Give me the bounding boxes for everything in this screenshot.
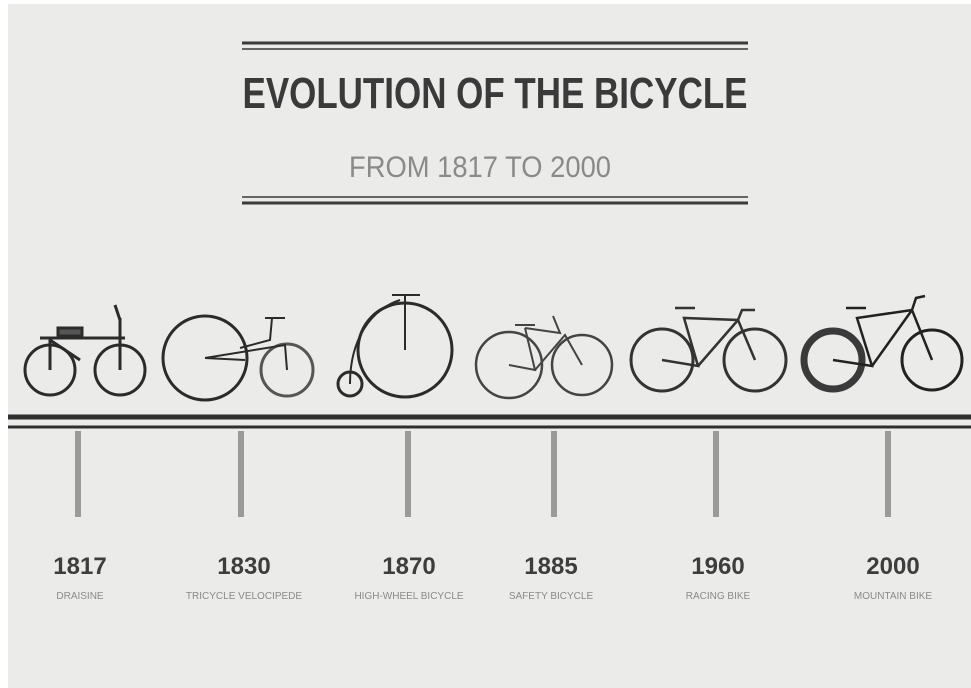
bike-name: MOUNTAIN BIKE [854,591,932,602]
year: 1885 [524,553,577,580]
year: 1870 [382,553,435,580]
bike-name: HIGH-WHEEL BICYCLE [354,591,463,602]
year: 1830 [217,553,270,580]
subtitle: FROM 1817 TO 2000 [349,151,611,184]
infographic: EVOLUTION OF THE BICYCLE FROM 1817 TO 20… [0,0,971,688]
year: 1817 [53,553,106,580]
title: EVOLUTION OF THE BICYCLE [243,69,748,118]
bike-name: SAFETY BICYCLE [509,591,594,602]
bike-name: RACING BIKE [686,591,751,602]
year: 1960 [691,553,744,580]
bike-name: TRICYCLE VELOCIPEDE [186,591,302,602]
year: 2000 [866,553,919,580]
bike-name: DRAISINE [56,591,104,602]
